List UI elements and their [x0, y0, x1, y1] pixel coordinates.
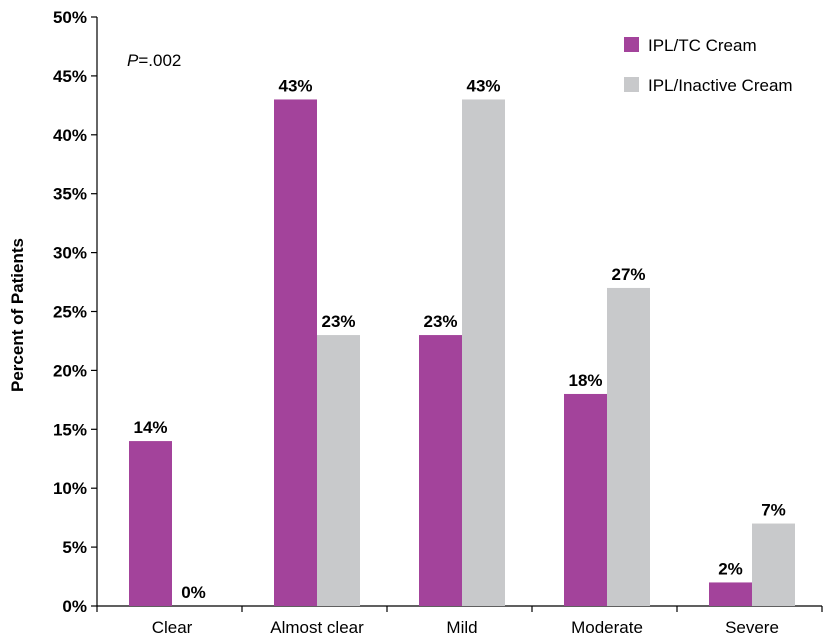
y-axis: 0% 5% 10% 15% 20% 25% 30% 35% 40% 45% 50%: [53, 8, 98, 616]
y-tick-label: 5%: [62, 538, 87, 557]
bar-ipl-inactive-cream: [317, 335, 360, 606]
bar-ipl-tc-cream: [709, 582, 752, 606]
bar-ipl-tc-cream: [564, 393, 607, 606]
y-tick-label: 20%: [53, 361, 87, 380]
x-category-label: Almost clear: [270, 618, 364, 637]
y-tick-label: 0%: [62, 597, 87, 616]
p-value-italic: P: [127, 51, 139, 70]
bar-value-label: 27%: [611, 265, 645, 284]
bar-ipl-tc-cream: [129, 441, 172, 606]
y-tick-label: 35%: [53, 185, 87, 204]
x-category-label: Clear: [152, 618, 193, 637]
x-category-label: Mild: [446, 618, 477, 637]
legend-label: IPL/Inactive Cream: [648, 76, 793, 95]
bar-value-label: 7%: [761, 501, 786, 520]
bar-value-label: 14%: [133, 418, 167, 437]
bar-value-label: 43%: [278, 76, 312, 95]
bar-ipl-inactive-cream: [752, 523, 795, 606]
y-tick-label: 45%: [53, 67, 87, 86]
bar-ipl-inactive-cream: [607, 287, 650, 606]
bar-value-label: 23%: [423, 312, 457, 331]
bar-value-label: 43%: [466, 76, 500, 95]
bar-value-label: 0%: [181, 583, 206, 602]
y-tick-label: 30%: [53, 244, 87, 263]
bar-value-label: 18%: [568, 371, 602, 390]
p-value-rest: =.002: [138, 51, 181, 70]
y-tick-label: 10%: [53, 479, 87, 498]
y-tick-label: 25%: [53, 303, 87, 322]
legend-swatch: [624, 77, 639, 92]
x-axis: Clear Almost clear Mild Moderate Severe: [96, 605, 823, 637]
legend: IPL/TC Cream IPL/Inactive Cream: [624, 36, 793, 95]
x-category-label: Severe: [725, 618, 779, 637]
y-tick-label: 15%: [53, 420, 87, 439]
y-tick-label: 50%: [53, 8, 87, 27]
y-tick-label: 40%: [53, 126, 87, 145]
bar-ipl-tc-cream: [274, 99, 317, 607]
y-axis-title: Percent of Patients: [8, 238, 27, 392]
bar-ipl-inactive-cream: [462, 99, 505, 607]
x-category-label: Moderate: [571, 618, 643, 637]
data-labels: 14% 43% 23% 18% 2% 0% 23% 43% 27% 7%: [133, 76, 785, 602]
bar-value-label: 2%: [718, 559, 743, 578]
bars: [129, 99, 795, 607]
p-value-annotation: P=.002: [127, 51, 181, 70]
bar-value-label: 23%: [321, 312, 355, 331]
legend-swatch: [624, 37, 639, 52]
bar-ipl-tc-cream: [419, 335, 462, 606]
legend-label: IPL/TC Cream: [648, 36, 757, 55]
